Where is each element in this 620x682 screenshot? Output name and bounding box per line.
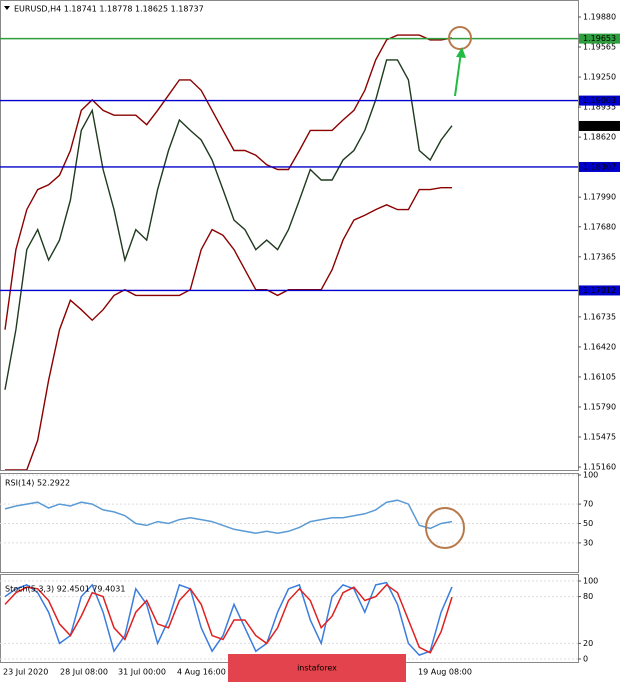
annotation-circle [448,26,472,50]
annotation-circle [425,507,465,549]
panel-title: RSI(14) 52.2922 [5,479,70,488]
annotation-arrow [454,51,462,97]
x-tick-label: 4 Aug 16:00 [177,668,226,677]
y-tick-label: 1.19565 [583,43,616,52]
y-tick-label: 1.17680 [583,222,616,231]
y-tick-label: 1.16420 [583,342,616,351]
level-label: 1.17012 [583,286,616,295]
title-arrow [4,6,10,10]
last-price-box [579,120,620,131]
plot [4,34,453,470]
series-line [4,34,453,330]
y-tick-label: 20 [583,639,593,648]
main-panel [0,0,579,471]
y-tick-label: 1.16735 [583,312,616,321]
y-tick-label: 30 [583,538,593,547]
level-label: 1.18307 [583,162,616,171]
y-tick-label: 1.19880 [583,12,616,21]
y-tick-label: 70 [583,500,593,509]
series-line [4,581,453,656]
level-label-box [579,161,620,172]
y-tick-label: 1.17365 [583,252,616,261]
x-tick-label: 19 Aug 08:00 [418,668,472,677]
y-tick-label: 100 [583,471,598,480]
level-label-box [579,285,620,296]
annotation-arrowhead [456,47,466,58]
series-line [4,59,453,390]
y-tick-label: 100 [583,577,598,586]
x-tick-label: 23 Jul 2020 [3,668,48,677]
y-tick-label: 80 [583,592,593,601]
x-tick-label: 31 Jul 00:00 [118,668,166,677]
panel-title: Stoch(5,3,3) 92.4501 79.4031 [5,585,125,594]
panel-title: EURUSD,H4 1.18741 1.18778 1.18625 1.1873… [14,5,204,14]
y-tick-label: 1.18620 [583,133,616,142]
y-tick-label: 1.18935 [583,103,616,112]
level-label: 1.19003 [583,96,616,105]
level-label: 1.19653 [583,34,616,43]
series-line [5,186,452,470]
watermark: instaforex [297,664,337,673]
series-line [4,583,453,654]
watermark-box [228,654,406,682]
y-tick-label: 1.15160 [583,463,616,472]
y-tick-label: 1.19250 [583,73,616,82]
x-tick-label: 28 Jul 08:00 [60,668,108,677]
y-tick-label: 0 [583,655,588,664]
plot [4,581,453,656]
y-tick-label: 1.15790 [583,402,616,411]
y-tick-label: 50 [583,519,593,528]
y-tick-label: 1.17990 [583,193,616,202]
level-label-box [579,33,620,44]
last-price: 1.18737 [583,121,616,130]
y-tick-label: 1.16105 [583,372,616,381]
plot [4,499,453,534]
y-tick-label: 1.15475 [583,433,616,442]
series-line [4,499,453,534]
level-label-box [579,95,620,106]
